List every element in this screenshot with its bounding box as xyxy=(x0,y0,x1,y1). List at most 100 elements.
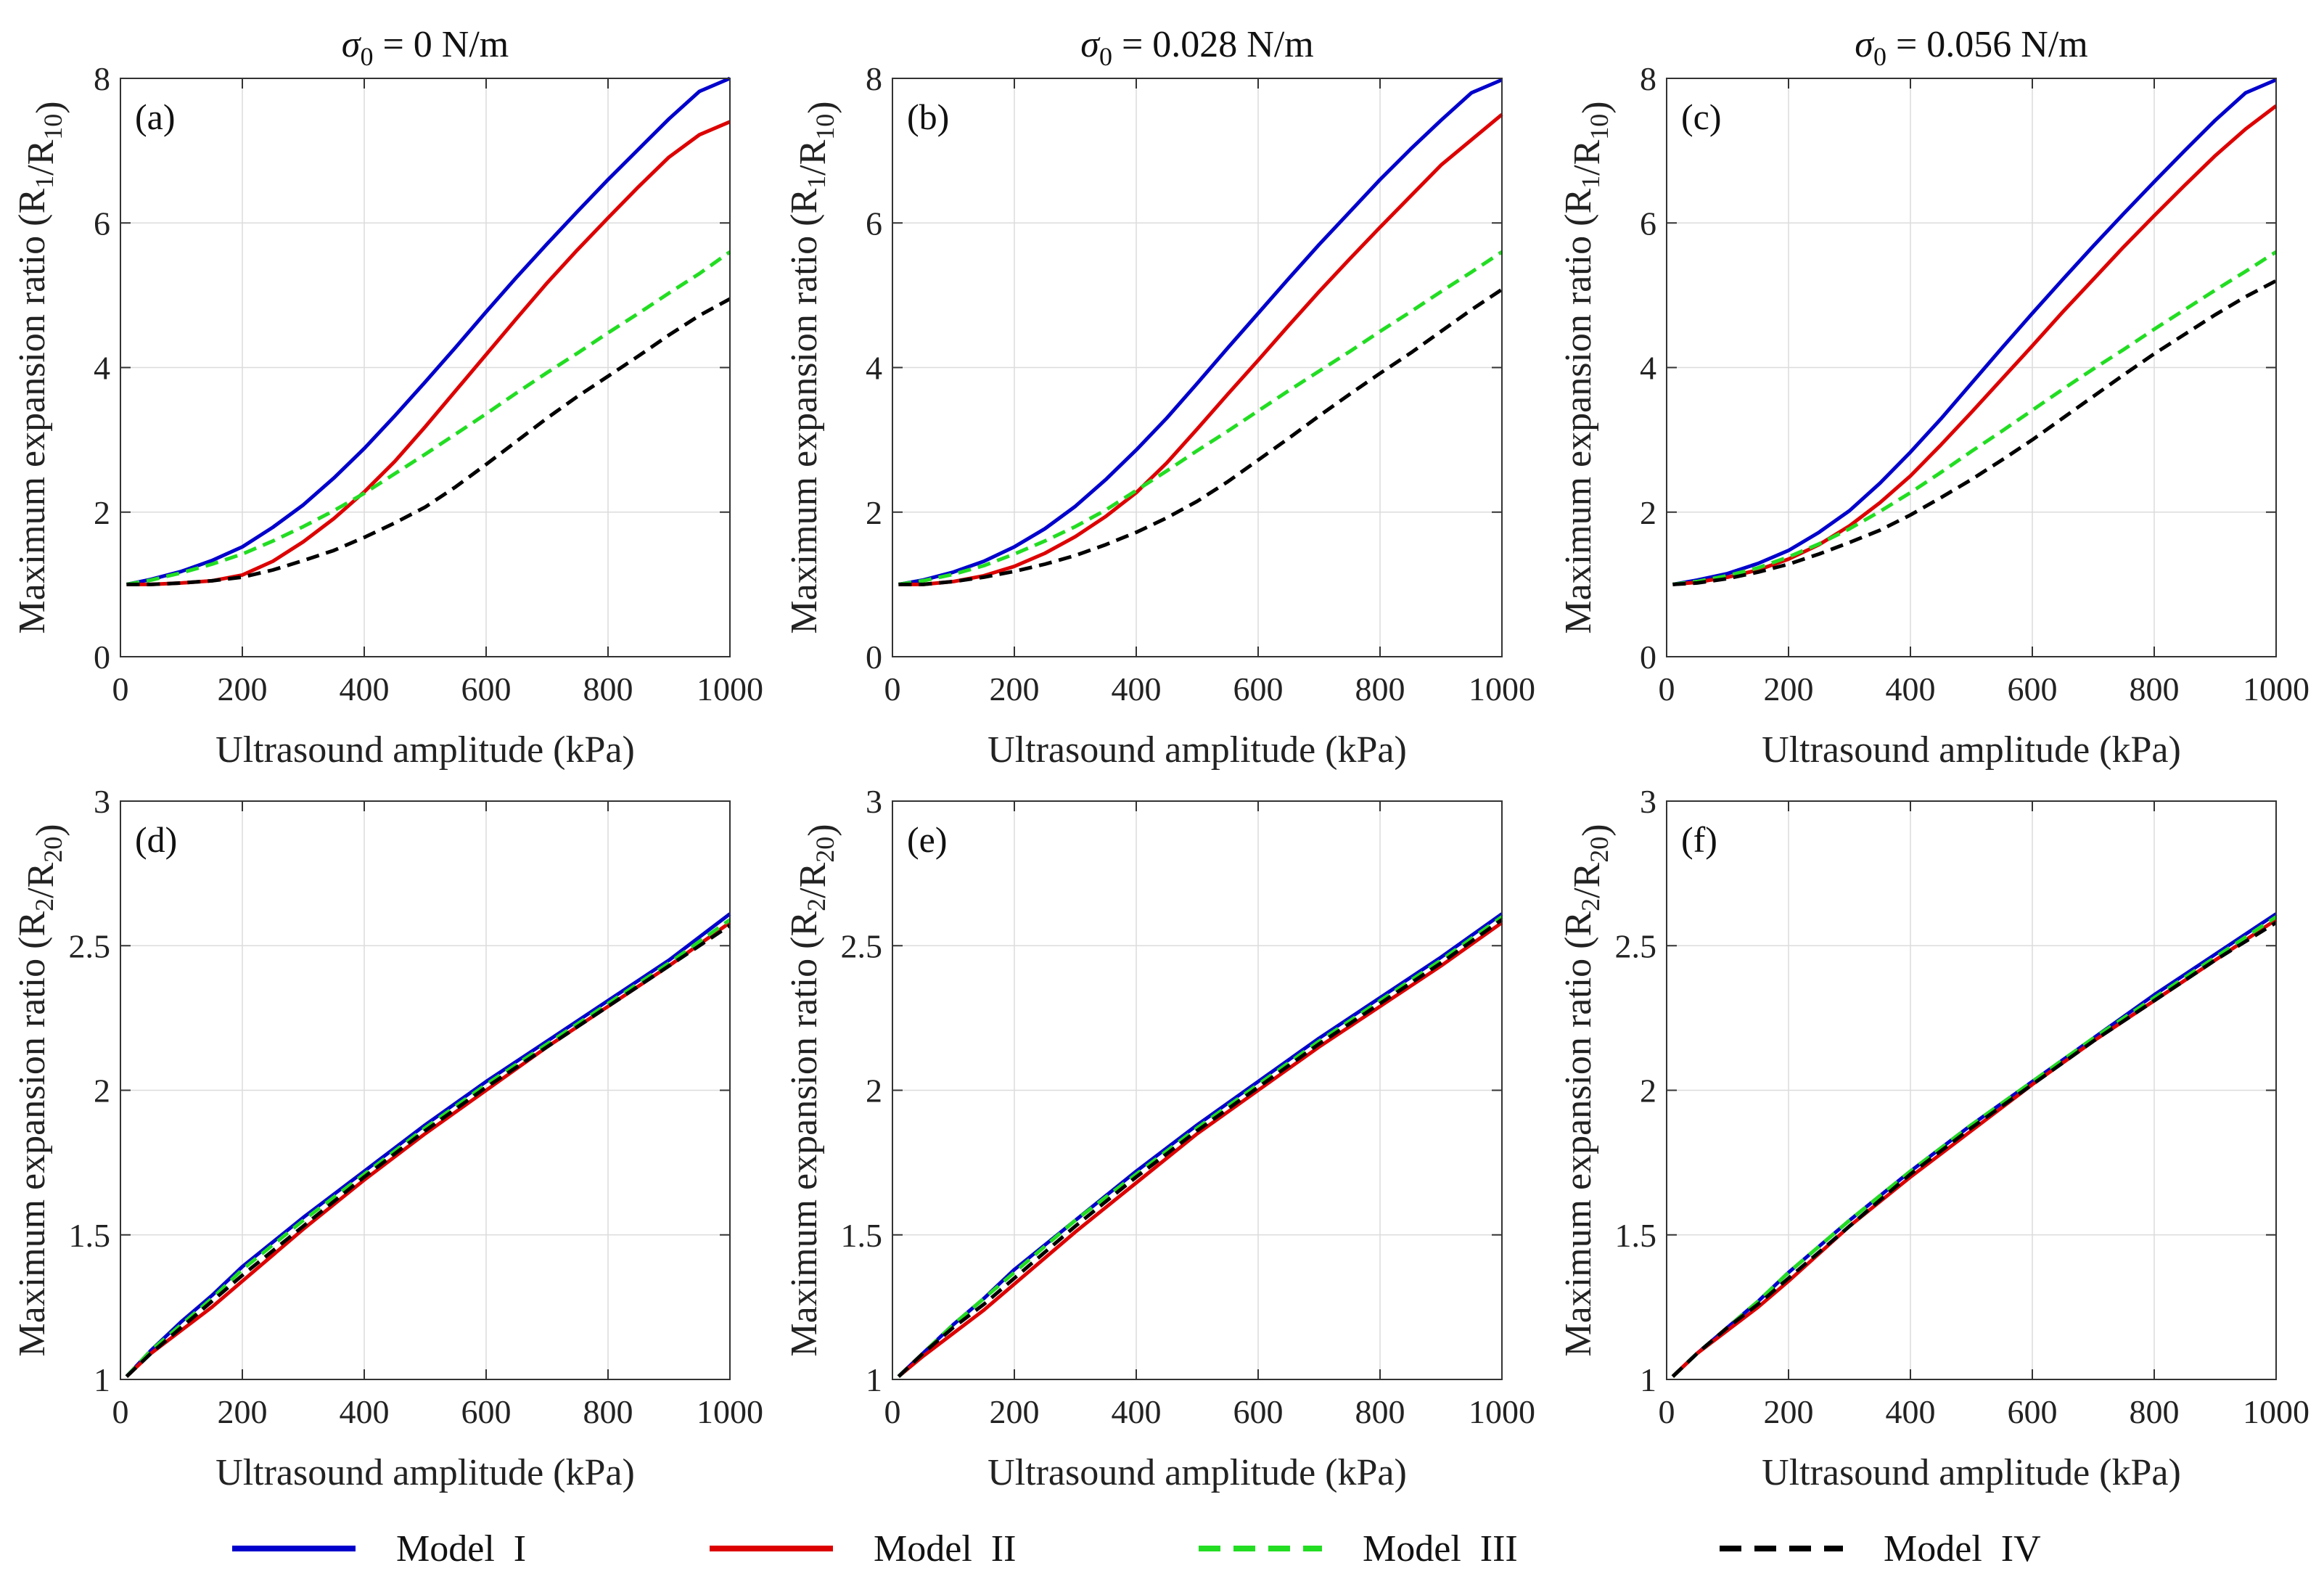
y-tick-label: 0 xyxy=(94,639,110,676)
x-tick-label: 200 xyxy=(990,1393,1040,1430)
panel-b: 0 200 400 600 800 1000 0 2 4 6 8 (b) Ultrasound ampl… xyxy=(784,24,1535,771)
x-tick-label: 400 xyxy=(340,1393,390,1430)
y-tick-label: 4 xyxy=(1640,350,1656,387)
y-tick-label: 4 xyxy=(94,350,110,387)
series-line-model-i xyxy=(125,912,731,1378)
series-line-model-iii xyxy=(1672,250,2278,586)
column-title: σ0 = 0.056 N/m xyxy=(1855,24,2087,71)
legend-item-model-iii: Model III xyxy=(1199,1528,1518,1570)
x-tick-label: 800 xyxy=(1355,670,1405,708)
x-tick-label: 1000 xyxy=(2243,670,2309,708)
x-tick-label: 0 xyxy=(884,1393,901,1430)
series-line-model-iii xyxy=(125,918,731,1378)
y-tick-label: 2.5 xyxy=(841,927,883,964)
y-axis-label: Maximum expansion ratio (R2/R20) xyxy=(1558,824,1617,1356)
x-tick-label: 0 xyxy=(1659,670,1675,708)
series-line-model-ii xyxy=(125,921,731,1378)
panel-label: (e) xyxy=(907,819,948,860)
x-axis-label: Ultrasound amplitude (kPa) xyxy=(215,729,635,771)
x-tick-label: 0 xyxy=(112,670,129,708)
panel-label: (d) xyxy=(135,819,177,860)
y-tick-label: 4 xyxy=(866,350,882,387)
x-tick-label: 0 xyxy=(112,1393,129,1430)
x-tick-label: 1000 xyxy=(697,1393,763,1430)
x-tick-label: 800 xyxy=(583,1393,633,1430)
y-tick-label: 2 xyxy=(94,494,110,531)
x-tick-label: 600 xyxy=(1233,670,1284,708)
y-tick-label: 0 xyxy=(1640,639,1656,676)
x-axis-label: Ultrasound amplitude (kPa) xyxy=(1762,1452,2181,1493)
legend: Model I Model II Model III Model IV xyxy=(232,1528,2041,1570)
series-line-model-i xyxy=(898,78,1503,586)
y-tick-label: 1.5 xyxy=(841,1217,883,1254)
legend-item-model-iv: Model IV xyxy=(1720,1528,2041,1570)
y-tick-label: 3 xyxy=(866,783,882,820)
x-tick-label: 1000 xyxy=(1469,670,1535,708)
x-tick-label: 400 xyxy=(1886,670,1936,708)
x-tick-label: 0 xyxy=(1659,1393,1675,1430)
y-tick-label: 2 xyxy=(1640,494,1656,531)
legend-label: Model III xyxy=(1363,1528,1518,1570)
x-tick-label: 800 xyxy=(583,670,633,708)
x-tick-label: 600 xyxy=(461,1393,512,1430)
y-tick-label: 6 xyxy=(866,205,882,242)
panel-label: (f) xyxy=(1681,819,1717,860)
series-line-model-iv xyxy=(897,918,1503,1378)
x-tick-label: 200 xyxy=(990,670,1040,708)
y-tick-label: 1.5 xyxy=(69,1217,111,1254)
y-tick-label: 2 xyxy=(866,1073,882,1110)
y-tick-label: 2 xyxy=(94,1073,110,1110)
series-line-model-i xyxy=(897,912,1503,1378)
column-title: σ0 = 0.028 N/m xyxy=(1080,24,1313,71)
x-tick-label: 1000 xyxy=(1469,1393,1535,1430)
panel-label: (c) xyxy=(1681,97,1722,137)
y-tick-label: 1 xyxy=(866,1361,882,1398)
panel-e: 0 200 400 600 800 1000 1 1.5 2 2.5 3 (e) Ultrasound … xyxy=(784,783,1535,1493)
x-tick-label: 200 xyxy=(218,1393,268,1430)
y-axis-label: Maximum expansion ratio (R2/R20) xyxy=(12,824,70,1356)
x-tick-label: 800 xyxy=(1355,1393,1405,1430)
x-tick-label: 400 xyxy=(1886,1393,1936,1430)
y-tick-label: 1 xyxy=(1640,1361,1656,1398)
x-tick-label: 600 xyxy=(1233,1393,1284,1430)
y-tick-label: 2 xyxy=(1640,1073,1656,1110)
x-axis-label: Ultrasound amplitude (kPa) xyxy=(215,1452,635,1493)
series-line-model-ii xyxy=(897,921,1503,1378)
x-tick-label: 1000 xyxy=(2243,1393,2309,1430)
x-tick-label: 800 xyxy=(2130,670,2180,708)
y-tick-label: 3 xyxy=(94,783,110,820)
x-tick-label: 200 xyxy=(218,670,268,708)
x-tick-label: 200 xyxy=(1764,1393,1814,1430)
panel-label: (a) xyxy=(135,97,176,137)
panel-f: 0 200 400 600 800 1000 1 1.5 2 2.5 3 (f) Ultrasound … xyxy=(1558,783,2309,1493)
series-line-model-iv xyxy=(126,297,731,586)
x-axis-label: Ultrasound amplitude (kPa) xyxy=(988,1452,1407,1493)
y-axis-label: Maximum expansion ratio (R2/R20) xyxy=(784,824,842,1356)
series-line-model-iii xyxy=(126,250,731,586)
panel-c: 0 200 400 600 800 1000 0 2 4 6 8 (c) Ultrasound ampl… xyxy=(1558,24,2309,771)
panel-label: (b) xyxy=(907,97,949,137)
y-tick-label: 8 xyxy=(1640,60,1656,97)
x-tick-label: 400 xyxy=(1112,1393,1162,1430)
series-line-model-iii xyxy=(897,915,1503,1378)
y-tick-label: 2.5 xyxy=(69,927,111,964)
x-tick-label: 600 xyxy=(2008,670,2058,708)
y-tick-label: 1.5 xyxy=(1615,1217,1657,1254)
y-tick-label: 6 xyxy=(1640,205,1656,242)
x-tick-label: 600 xyxy=(2008,1393,2058,1430)
y-axis-label: Maximum expansion ratio (R1/R10) xyxy=(784,101,842,633)
series-line-model-ii xyxy=(126,120,731,586)
x-axis-label: Ultrasound amplitude (kPa) xyxy=(988,729,1407,771)
y-tick-label: 6 xyxy=(94,205,110,242)
panel-a: 0 200 400 600 800 1000 0 2 4 6 8 (a) Ultrasound ampl… xyxy=(12,24,763,771)
y-tick-label: 1 xyxy=(94,1361,110,1398)
column-title: σ0 = 0 N/m xyxy=(342,24,509,71)
y-tick-label: 0 xyxy=(866,639,882,676)
x-tick-label: 400 xyxy=(340,670,390,708)
series-line-model-i xyxy=(1672,78,2277,586)
series-line-model-i xyxy=(126,76,731,586)
series-line-model-iv xyxy=(1671,921,2278,1378)
x-tick-label: 0 xyxy=(884,670,901,708)
y-tick-label: 8 xyxy=(866,60,882,97)
